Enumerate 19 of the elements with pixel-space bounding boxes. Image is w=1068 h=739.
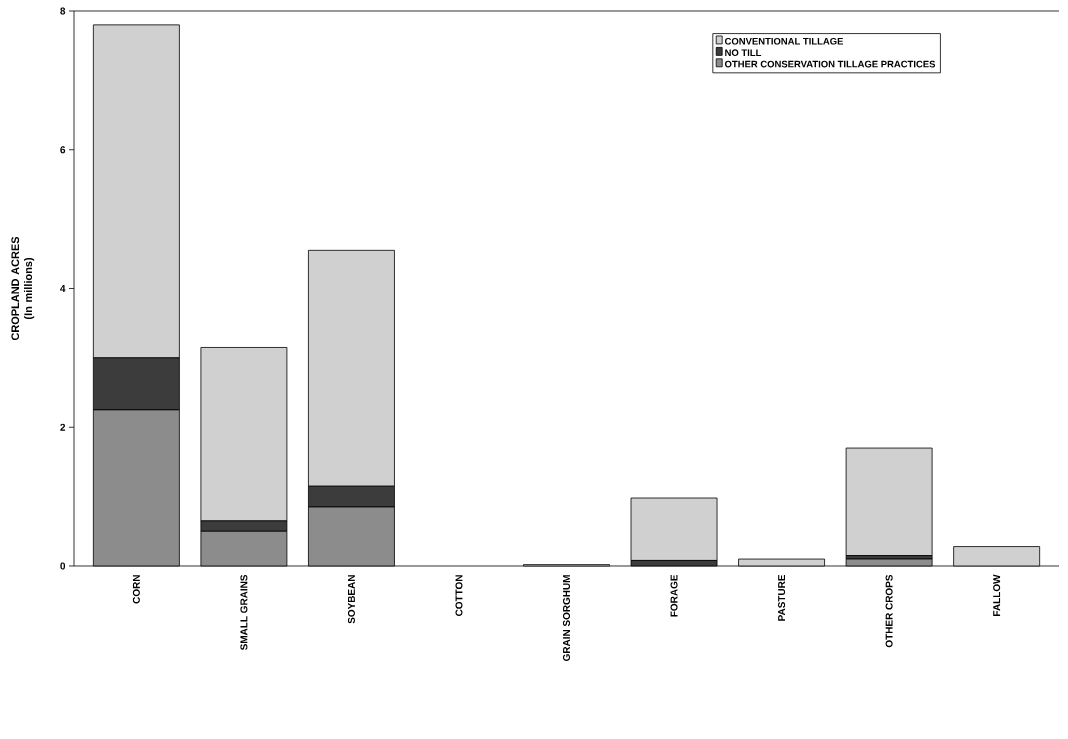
legend-label: CONVENTIONAL TILLAGE: [724, 37, 844, 45]
bar: [845, 447, 933, 556]
y-tick-label: 6: [60, 146, 66, 154]
x-tick-label: SMALL GRAINS: [240, 574, 248, 651]
legend-label: NO TILL: [725, 49, 762, 57]
x-tick-label: GRAIN SORGHUM: [562, 575, 571, 662]
x-tick-label: PASTURE: [778, 574, 786, 621]
x-tick-label: COTTON: [455, 575, 463, 616]
x-tick-label: CORN: [132, 575, 140, 604]
y-tick-label: 8: [60, 7, 66, 15]
x-tick-label: OTHER CROPS: [885, 574, 893, 648]
x-tick-label: FALLOW: [993, 574, 1001, 616]
legend-label: OTHER CONSERVATION TILLAGE PRACTICES: [724, 60, 936, 68]
y-axis-title: CROPLAND ACRES (In millions): [11, 236, 35, 341]
y-tick-label: 2: [60, 423, 66, 431]
y-tick-label: 4: [60, 285, 66, 292]
x-tick-label: SOYBEAN: [347, 575, 355, 624]
y-tick-label: 0: [60, 562, 66, 570]
x-tick-label: FORAGE: [670, 574, 678, 617]
